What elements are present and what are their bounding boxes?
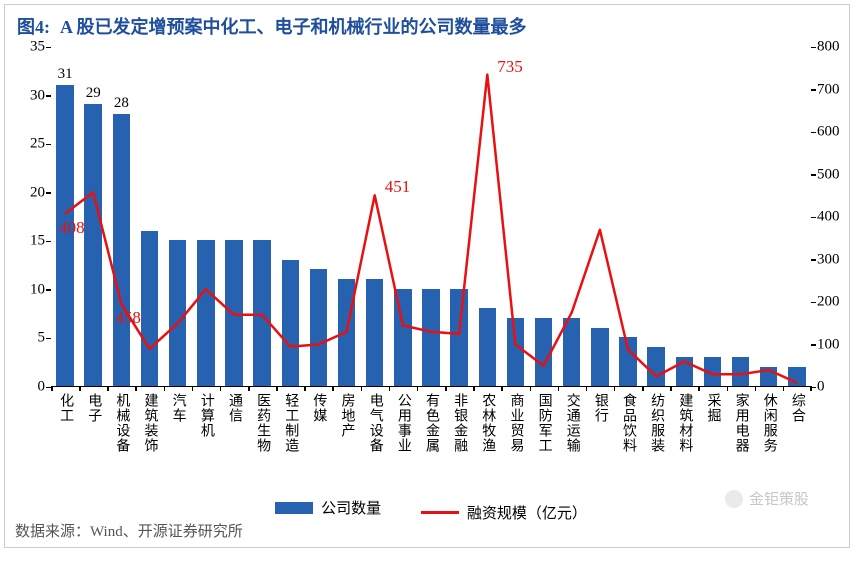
x-category-label: 有色金属 — [421, 393, 441, 453]
bar — [591, 328, 608, 386]
x-category-label: 通信 — [224, 393, 244, 423]
y-left-tick: 0 — [11, 379, 45, 396]
y-left-tick: 5 — [11, 330, 45, 347]
y-left-tick: 25 — [11, 136, 45, 153]
bar — [84, 104, 101, 386]
watermark: 金钜策股 — [725, 488, 809, 509]
bar — [704, 357, 721, 386]
bar — [310, 269, 327, 386]
y-right-tick: 200 — [817, 294, 840, 311]
x-category-label: 银行 — [590, 393, 610, 423]
x-category-label: 公用事业 — [393, 393, 413, 453]
x-category-label: 非银金融 — [449, 393, 469, 453]
x-category-label: 轻工制造 — [280, 393, 300, 453]
watermark-text: 金钜策股 — [749, 488, 809, 509]
chart-title: 图4: A 股已发定增预案中化工、电子和机械行业的公司数量最多 — [5, 5, 849, 43]
bar — [507, 318, 524, 386]
bar — [394, 289, 411, 386]
bar — [535, 318, 552, 386]
bar-value-label: 31 — [58, 66, 73, 83]
legend-swatch-bar — [275, 502, 313, 514]
x-category-label: 传媒 — [308, 393, 328, 423]
x-category-label: 汽车 — [168, 393, 188, 423]
legend-item-bar: 公司数量 — [275, 497, 381, 518]
y-right-tick: 0 — [817, 379, 825, 396]
y-left-tick: 20 — [11, 184, 45, 201]
bar — [282, 260, 299, 386]
x-category-label: 食品饮料 — [618, 393, 638, 453]
line-value-label: 735 — [497, 57, 523, 77]
bar — [225, 240, 242, 386]
x-category-label: 综合 — [787, 393, 807, 423]
x-category-label: 计算机 — [196, 393, 216, 438]
y-right-tick: 800 — [817, 39, 840, 56]
x-category-label: 采掘 — [702, 393, 722, 423]
bar — [479, 308, 496, 386]
y-left-tick: 15 — [11, 233, 45, 250]
line-value-label: 458 — [115, 308, 141, 328]
chart-area: 312928 公司数量 融资规模（亿元） 0510152025303501002… — [51, 47, 811, 477]
bar — [619, 337, 636, 386]
bar — [169, 240, 186, 386]
x-category-label: 电气设备 — [365, 393, 385, 453]
line-value-label: 408 — [59, 218, 85, 238]
y-left-tick: 10 — [11, 281, 45, 298]
bar — [197, 240, 214, 386]
title-text: A 股已发定增预案中化工、电子和机械行业的公司数量最多 — [60, 17, 527, 37]
bar — [788, 367, 805, 386]
bar — [366, 279, 383, 386]
legend: 公司数量 融资规模（亿元） — [51, 497, 811, 523]
plot-area: 31 29 28 — [51, 47, 811, 387]
bar — [450, 289, 467, 386]
bar — [760, 367, 777, 386]
y-right-tick: 400 — [817, 209, 840, 226]
bar — [732, 357, 749, 386]
x-category-label: 建筑材料 — [674, 393, 694, 453]
bar — [422, 289, 439, 386]
legend-item-line: 融资规模（亿元） — [421, 502, 587, 523]
x-category-label: 商业贸易 — [505, 393, 525, 453]
y-right-tick: 300 — [817, 251, 840, 268]
data-source: 数据来源：Wind、开源证券研究所 — [15, 520, 243, 541]
y-left-tick: 30 — [11, 87, 45, 104]
x-category-label: 农林牧渔 — [477, 393, 497, 453]
x-category-label: 医药生物 — [252, 393, 272, 453]
x-category-label: 建筑装饰 — [140, 393, 160, 453]
bar-value-label: 28 — [114, 95, 129, 112]
bar — [676, 357, 693, 386]
x-category-label: 机械设备 — [111, 393, 131, 453]
x-category-label: 交通运输 — [562, 393, 582, 453]
bar — [338, 279, 355, 386]
line-value-label: 451 — [385, 177, 411, 197]
y-left-tick: 35 — [11, 39, 45, 56]
x-category-label: 电子 — [83, 393, 103, 423]
x-category-label: 休闲服务 — [759, 393, 779, 453]
x-category-label: 国防军工 — [534, 393, 554, 453]
title-prefix: 图4: — [17, 17, 50, 37]
x-category-label: 纺织服装 — [646, 393, 666, 453]
bar — [113, 114, 130, 386]
bar — [141, 231, 158, 386]
y-right-tick: 600 — [817, 124, 840, 141]
bar — [647, 347, 664, 386]
legend-label-line: 融资规模（亿元） — [467, 502, 587, 523]
y-right-tick: 700 — [817, 81, 840, 98]
x-category-label: 房地产 — [337, 393, 357, 438]
y-right-tick: 100 — [817, 336, 840, 353]
x-category-label: 家用电器 — [731, 393, 751, 453]
bar-value-label: 29 — [86, 85, 101, 102]
y-right-tick: 500 — [817, 166, 840, 183]
bar — [253, 240, 270, 386]
wechat-icon — [725, 490, 743, 508]
bar — [563, 318, 580, 386]
legend-label-bar: 公司数量 — [321, 497, 381, 518]
legend-swatch-line — [421, 511, 459, 514]
x-category-label: 化工 — [55, 393, 75, 423]
